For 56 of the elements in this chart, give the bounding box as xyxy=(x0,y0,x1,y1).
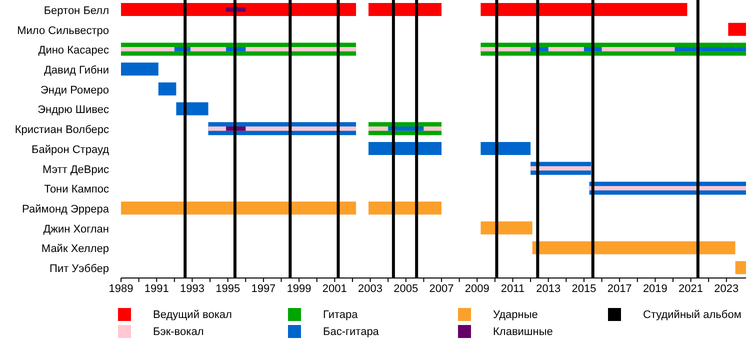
x-tick-label: 1995 xyxy=(216,282,240,295)
bar xyxy=(368,142,442,155)
bar xyxy=(674,47,746,52)
x-tick-label: 2019 xyxy=(642,282,668,295)
legend-label: Бэк-вокал xyxy=(153,326,204,338)
legend-label: Студийный альбом xyxy=(643,308,742,320)
bar xyxy=(735,261,746,274)
y-tick-label: Дино Касарес xyxy=(38,44,110,57)
bar xyxy=(176,102,208,116)
bar xyxy=(121,62,158,76)
y-tick-label: Мило Сильвестро xyxy=(17,24,109,37)
legend-label: Ударные xyxy=(493,308,538,320)
x-tick-label: 1999 xyxy=(286,282,312,295)
bar xyxy=(368,3,442,16)
x-tick-label: 2021 xyxy=(678,282,704,295)
x-tick-label: 2017 xyxy=(607,282,632,295)
bar xyxy=(728,22,746,36)
legend-label: Клавишные xyxy=(493,326,553,338)
x-tick-label: 2007 xyxy=(429,282,454,295)
y-tick-label: Давид Гибни xyxy=(44,64,109,76)
y-tick-label: Майк Хеллер xyxy=(41,243,109,256)
y-tick-label: Байрон Страуд xyxy=(32,144,110,156)
bar xyxy=(158,82,176,96)
x-tick-label: 2013 xyxy=(536,282,561,295)
bar xyxy=(480,142,531,155)
x-tick-label: 2005 xyxy=(394,282,418,295)
bar xyxy=(480,221,532,234)
y-tick-label: Тони Кампос xyxy=(44,184,110,196)
y-tick-label: Джин Хоглан xyxy=(43,223,109,236)
x-tick-label: 2009 xyxy=(464,282,490,295)
y-tick-label: Раймонд Эррера xyxy=(22,204,110,216)
y-tick-label: Пит Уэббер xyxy=(50,263,109,276)
bar xyxy=(121,202,356,215)
bar xyxy=(368,202,442,215)
x-tick-label: 1997 xyxy=(251,282,276,295)
x-tick-label: 2001 xyxy=(322,282,347,295)
bar xyxy=(532,241,736,254)
legend-label: Гитара xyxy=(323,308,358,320)
bar xyxy=(121,3,356,16)
y-tick-label: Эндрю Шивес xyxy=(38,104,110,116)
x-tick-label: 2003 xyxy=(358,282,383,295)
y-tick-label: Кристиан Волберс xyxy=(14,124,110,136)
x-tick-label: 2015 xyxy=(572,282,596,295)
x-tick-label: 1993 xyxy=(180,282,204,295)
x-tick-label: 1991 xyxy=(144,282,169,295)
legend-label: Бас-гитара xyxy=(323,326,379,338)
bar xyxy=(589,186,746,190)
y-tick-label: Бертон Белл xyxy=(44,4,109,17)
x-tick-label: 2011 xyxy=(500,282,525,295)
x-tick-label: 1989 xyxy=(108,282,134,295)
legend-label: Ведущий вокал xyxy=(153,308,232,320)
bar xyxy=(480,3,688,16)
y-tick-label: Мэтт ДеВрис xyxy=(42,164,110,176)
y-tick-label: Энди Ромеро xyxy=(40,84,109,96)
x-tick-label: 2023 xyxy=(714,282,739,295)
bar xyxy=(530,166,592,171)
